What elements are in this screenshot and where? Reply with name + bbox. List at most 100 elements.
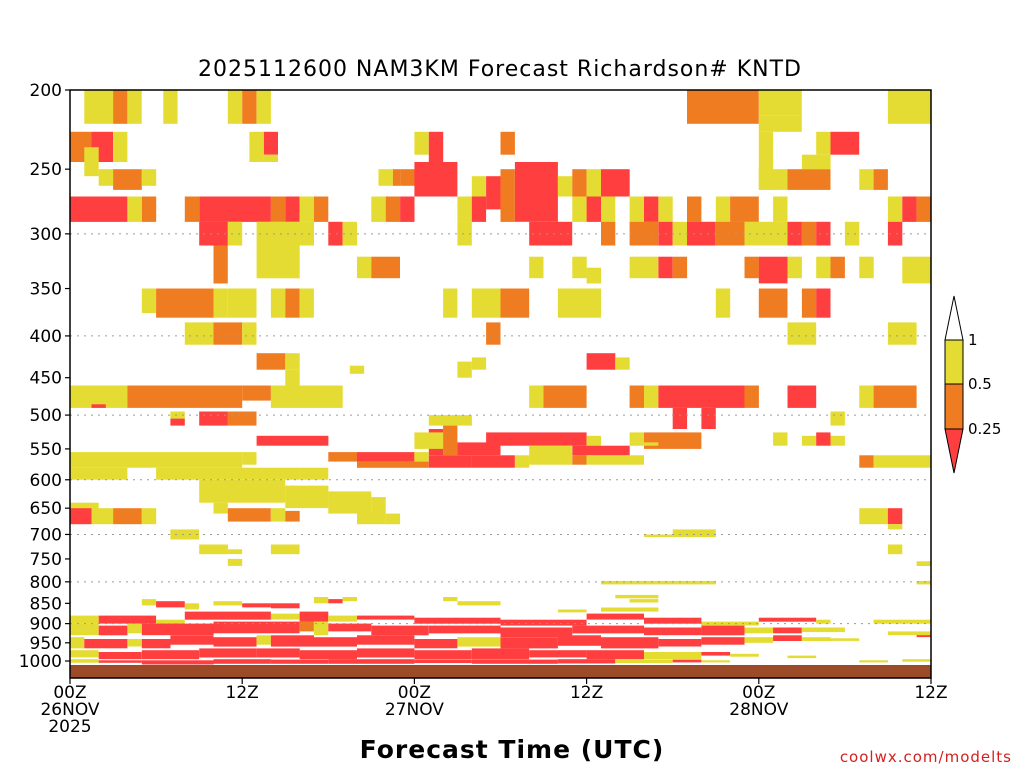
- heatmap-cell: [601, 607, 659, 612]
- heatmap-cell: [256, 245, 300, 279]
- heatmap-cell: [285, 196, 300, 222]
- heatmap-cell: [486, 322, 501, 345]
- heatmap-cell: [299, 621, 314, 632]
- heatmap-cell: [70, 467, 128, 480]
- heatmap-cell: [816, 288, 831, 318]
- heatmap-cell: [227, 221, 243, 246]
- heatmap-cell: [199, 411, 228, 426]
- legend-lower-triangle: [944, 428, 964, 474]
- heatmap-cell: [572, 196, 587, 222]
- heatmap-cell: [313, 637, 357, 647]
- heatmap-cell: [887, 322, 917, 345]
- heatmap-cell: [98, 169, 114, 186]
- heatmap-cell: [184, 611, 214, 620]
- heatmap-cell: [529, 650, 587, 658]
- heatmap-cell: [471, 176, 487, 197]
- y-tick-label: 900: [30, 615, 62, 635]
- heatmap-cell: [787, 221, 802, 246]
- heatmap-cell: [392, 169, 401, 186]
- credit-text[interactable]: coolwx.com/modelts: [840, 748, 1012, 766]
- heatmap-cell: [70, 659, 99, 663]
- heatmap-cell: [773, 432, 788, 446]
- y-tick-label: 600: [30, 471, 62, 491]
- heatmap-cell: [557, 659, 616, 664]
- heatmap-cell: [227, 90, 243, 124]
- heatmap-cell: [313, 196, 329, 222]
- heatmap-cell: [601, 637, 659, 649]
- heatmap-cell: [586, 455, 644, 465]
- heatmap-cell: [357, 510, 386, 525]
- heatmap-cell: [98, 652, 142, 660]
- heatmap-cell: [213, 637, 257, 647]
- heatmap-cell: [270, 613, 300, 620]
- chart-title: 2025112600 NAM3KM Forecast Richardson# K…: [198, 57, 802, 82]
- heatmap-cell: [471, 196, 487, 222]
- heatmap-cell: [658, 639, 702, 647]
- heatmap-cell: [285, 485, 329, 509]
- heatmap-cell: [184, 603, 200, 610]
- heatmap-cell: [615, 594, 659, 599]
- heatmap-cell: [572, 169, 587, 197]
- heatmap-cell: [414, 659, 472, 664]
- heatmap-cell: [249, 131, 264, 162]
- x-tick-label: 12Z: [914, 683, 947, 703]
- heatmap-cell: [744, 637, 774, 643]
- heatmap-cell: [385, 196, 401, 222]
- heatmap-cell: [414, 617, 501, 624]
- heatmap-cell: [787, 655, 817, 659]
- heatmap-cell: [156, 601, 185, 608]
- heatmap-cell: [256, 648, 300, 658]
- heatmap-cell: [141, 623, 214, 636]
- heatmap-cell: [902, 619, 931, 624]
- heatmap-cell: [701, 621, 759, 626]
- y-tick-label: 400: [30, 327, 62, 347]
- heatmap-cell: [816, 619, 831, 624]
- legend-box-0.25-0.5: [944, 383, 964, 430]
- heatmap-cell: [428, 455, 472, 468]
- heatmap-cell: [701, 660, 731, 663]
- heatmap-cell: [270, 603, 300, 609]
- heatmap-cell: [256, 90, 271, 124]
- heatmap-cell: [615, 659, 673, 664]
- heatmap-cell: [773, 635, 802, 641]
- heatmap-cell: [199, 479, 286, 503]
- heatmap-cell: [672, 659, 702, 663]
- heatmap-cell: [801, 637, 831, 641]
- heatmap-cell: [141, 169, 157, 186]
- heatmap-cell: [744, 221, 788, 246]
- heatmap-cell: [457, 196, 472, 222]
- heatmap-cell: [887, 631, 931, 636]
- heatmap-cell: [830, 131, 860, 155]
- heatmap-cell: [170, 411, 185, 419]
- heatmap-cell: [371, 256, 400, 279]
- heatmap-cell: [644, 385, 659, 408]
- heatmap-cell: [744, 627, 774, 634]
- heatmap-cell: [500, 288, 530, 318]
- heatmap-cell: [227, 288, 257, 318]
- heatmap-cell: [601, 221, 616, 246]
- heatmap-cell: [457, 601, 501, 606]
- heatmap-cell: [730, 196, 759, 222]
- heatmap-cell: [873, 169, 888, 190]
- heatmap-cell: [457, 361, 472, 378]
- heatmap-cell: [730, 653, 759, 657]
- heatmap-cell: [328, 659, 415, 664]
- heatmap-cell: [529, 256, 544, 279]
- heatmap-cell: [256, 221, 314, 246]
- heatmap-cell: [514, 455, 530, 468]
- legend-label: 1: [968, 331, 978, 349]
- heatmap-cell: [91, 404, 106, 408]
- legend-label: 0.5: [968, 375, 992, 393]
- heatmap-cell: [859, 508, 888, 525]
- heatmap-cell: [357, 648, 415, 658]
- heatmap-cell: [601, 580, 716, 585]
- heatmap-cell: [629, 221, 659, 246]
- heatmap-cell: [672, 256, 688, 279]
- heatmap-cell: [357, 256, 372, 279]
- heatmap-cell: [414, 131, 429, 155]
- heatmap-cell: [299, 288, 314, 318]
- heatmap-cell: [70, 637, 85, 649]
- heatmap-cell: [313, 597, 329, 604]
- heatmap-cell: [443, 288, 458, 318]
